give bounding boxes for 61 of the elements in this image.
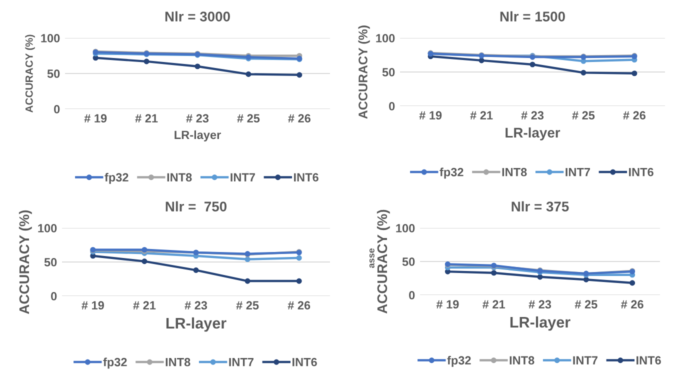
x-tick-label: # 21 [482,300,506,308]
y-tick-label: 50 [47,70,60,78]
legend-label: fp32 [103,358,127,369]
legend-label: INT7 [573,356,598,364]
x-tick-label: # 23 [184,301,208,310]
legend-label: INT8 [166,358,190,366]
legend-label: INT6 [294,173,318,182]
legend-label: INT8 [167,173,192,182]
x-tick-label: # 21 [135,114,158,122]
legend-label: INT6 [292,358,317,366]
x-tick-label: # 23 [186,114,209,123]
y-axis-title: ACCURACY (%) [25,34,35,112]
legend-label: INT6 [636,356,661,365]
chart-title: Nlr = 1500 [500,11,565,22]
legend-label: fp32 [104,172,128,184]
x-tick-label: # 19 [82,301,104,310]
x-tick-label: # 21 [470,111,493,120]
legend-label: INT8 [502,168,527,176]
text: asse [369,248,374,268]
y-tick-label: 50 [402,258,415,266]
x-tick-label: # 25 [236,301,259,310]
x-tick-label: # 26 [288,114,310,123]
x-tick-label: # 26 [288,301,310,310]
x-axis-title: LR-layer [166,317,226,332]
x-tick-label: # 23 [528,300,552,309]
x-axis-title: LR-layer [506,127,560,140]
x-tick-label: # 25 [574,300,598,309]
chart-title: Nlr = 375 [512,201,569,212]
y-tick-label: 100 [41,34,60,42]
legend-label: INT7 [566,168,590,176]
chart-title: Nlr = 750 [166,201,227,212]
y-tick-label: 100 [38,224,57,232]
x-tick-label: # 19 [419,111,442,120]
legend-label: fp32 [447,356,471,367]
legend-label: fp32 [440,168,464,179]
y-tick-label: 100 [396,224,415,232]
y-tick-label: 0 [409,291,415,300]
x-tick-label: # 26 [621,300,644,309]
x-tick-label: # 19 [84,114,107,123]
x-tick-label: # 21 [133,301,156,310]
y-axis-title: ACCURACY (%) [18,210,32,314]
legend-label: INT6 [629,168,654,176]
x-tick-label: # 19 [436,300,459,309]
y-axis-title: ACCURACY (%) [376,210,390,314]
y-tick-label: 0 [51,292,57,300]
legend-label: INT7 [229,358,254,366]
x-tick-label: # 25 [572,111,595,120]
x-tick-label: # 23 [521,111,544,120]
y-tick-label: 50 [382,68,395,76]
x-tick-label: # 26 [623,111,646,120]
y-tick-label: 50 [44,258,57,266]
x-axis-title: LR-layer [510,316,570,331]
legend-label: INT7 [230,173,255,182]
x-tick-label: # 25 [237,114,260,123]
y-tick-label: 0 [54,105,60,114]
chart-title: Nlr = 3000 [165,11,230,22]
x-axis-title: LR-layer [174,130,221,142]
y-tick-label: 0 [389,102,395,110]
legend-label: INT8 [510,356,534,365]
y-tick-label: 100 [376,34,395,42]
y-axis-title: ACCURACY (%) [358,26,370,119]
